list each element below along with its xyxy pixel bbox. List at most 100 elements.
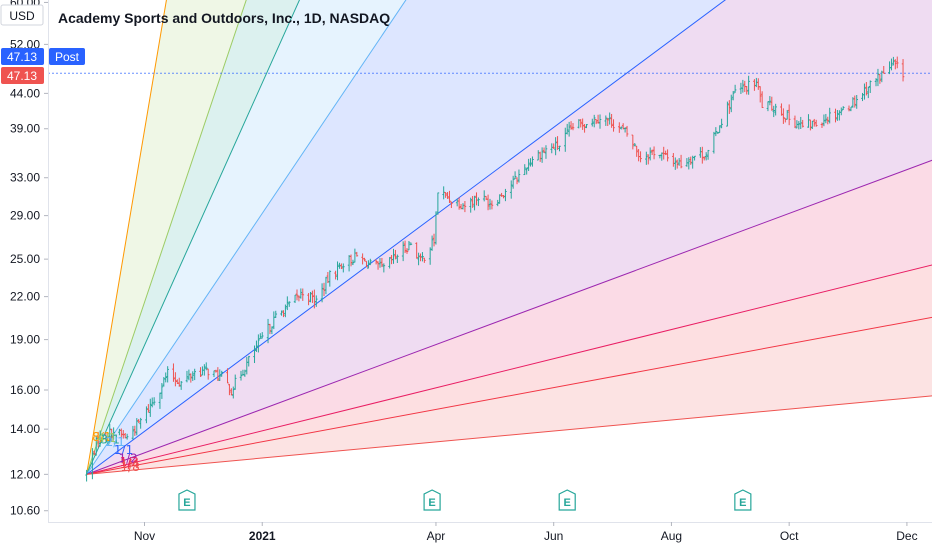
earnings-label: E: [564, 497, 571, 509]
candle: [664, 150, 667, 156]
candle: [403, 240, 407, 254]
candle: [108, 423, 112, 441]
y-tick-label: 29.00: [10, 209, 40, 223]
gann-fan-fills: [86, 0, 932, 475]
candle: [726, 101, 729, 127]
gann-fan-label: 8/1: [92, 430, 111, 444]
earnings-icon: [423, 489, 441, 511]
candle: [645, 151, 648, 165]
candle: [419, 253, 422, 262]
y-tick-label: 14.00: [10, 422, 40, 436]
currency-badge[interactable]: USD: [0, 4, 44, 26]
candle: [259, 333, 262, 340]
candle: [444, 192, 447, 198]
gann-fan-label: 2/1: [106, 435, 125, 449]
candle: [552, 143, 555, 149]
candle: [853, 95, 857, 108]
y-tick-label: 44.00: [10, 86, 40, 100]
candle: [834, 108, 837, 123]
candle: [125, 433, 129, 440]
candle: [268, 323, 272, 335]
candle: [98, 430, 102, 447]
candle: [814, 119, 818, 127]
candle: [436, 192, 440, 215]
candle: [747, 75, 750, 95]
candle: [863, 83, 866, 100]
candle: [594, 119, 598, 125]
y-axis-ticks: 60.0052.0044.0039.0033.0029.0025.0022.00…: [10, 0, 48, 518]
candle: [338, 262, 341, 269]
candle: [313, 289, 316, 309]
y-tick-label: 10.60: [10, 504, 40, 518]
candle: [509, 180, 513, 199]
gann-fan-label: 1/2: [118, 452, 137, 466]
candle: [733, 84, 737, 93]
earnings-marker[interactable]: E: [178, 489, 196, 511]
candle: [793, 115, 797, 129]
candle: [542, 147, 546, 153]
candle: [282, 310, 285, 318]
last-price-badge: 47.13: [1, 67, 44, 84]
candle: [486, 194, 490, 211]
candle: [91, 448, 94, 480]
candle: [342, 263, 345, 273]
candle: [110, 428, 113, 442]
x-tick-label: Apr: [427, 529, 446, 543]
candle: [423, 257, 426, 263]
candle: [137, 419, 141, 424]
candle: [253, 345, 256, 364]
earnings-marker[interactable]: E: [423, 489, 441, 511]
y-tick-label: 33.00: [10, 171, 40, 185]
earnings-label: E: [428, 497, 435, 509]
candle: [824, 113, 828, 124]
candle: [540, 147, 544, 163]
candle: [309, 291, 312, 303]
candle: [868, 80, 872, 94]
candle: [286, 296, 289, 311]
x-tick-label: Nov: [134, 529, 155, 543]
candle: [673, 157, 677, 170]
candle: [826, 116, 830, 125]
earnings-label: E: [739, 497, 746, 509]
candle: [554, 137, 557, 156]
candle: [787, 104, 791, 126]
candle: [166, 366, 169, 383]
x-tick-label: Oct: [780, 529, 799, 543]
candle: [625, 125, 629, 137]
candle: [179, 381, 183, 390]
candle: [176, 379, 179, 385]
earnings-label: E: [183, 497, 190, 509]
candlestick-series: [85, 56, 905, 482]
candle: [405, 248, 409, 254]
gann-fan-label: 1/8: [120, 460, 139, 474]
candle: [152, 397, 156, 406]
candle: [374, 259, 378, 265]
candle: [477, 197, 480, 207]
candle: [185, 370, 189, 383]
earnings-marker[interactable]: E: [734, 489, 752, 511]
candle: [174, 372, 177, 387]
candle: [104, 432, 108, 443]
candle: [471, 195, 474, 208]
earnings-icon: [734, 489, 752, 511]
candle: [770, 96, 774, 111]
candle: [758, 86, 762, 103]
candle: [260, 332, 264, 339]
y-tick-label: 25.00: [10, 252, 40, 266]
candle: [828, 107, 832, 124]
candle: [293, 294, 297, 303]
candle: [849, 106, 853, 112]
candle: [160, 383, 164, 399]
candle: [675, 159, 679, 169]
candle: [780, 103, 783, 116]
candle: [876, 68, 880, 87]
earnings-marker[interactable]: E: [558, 489, 576, 511]
candle: [382, 263, 386, 273]
chart-title: Academy Sports and Outdoors, Inc., 1D, N…: [58, 10, 390, 26]
candle: [85, 469, 88, 482]
candle: [446, 192, 449, 199]
candle: [473, 195, 476, 211]
candle: [280, 310, 283, 316]
candle: [218, 369, 222, 381]
